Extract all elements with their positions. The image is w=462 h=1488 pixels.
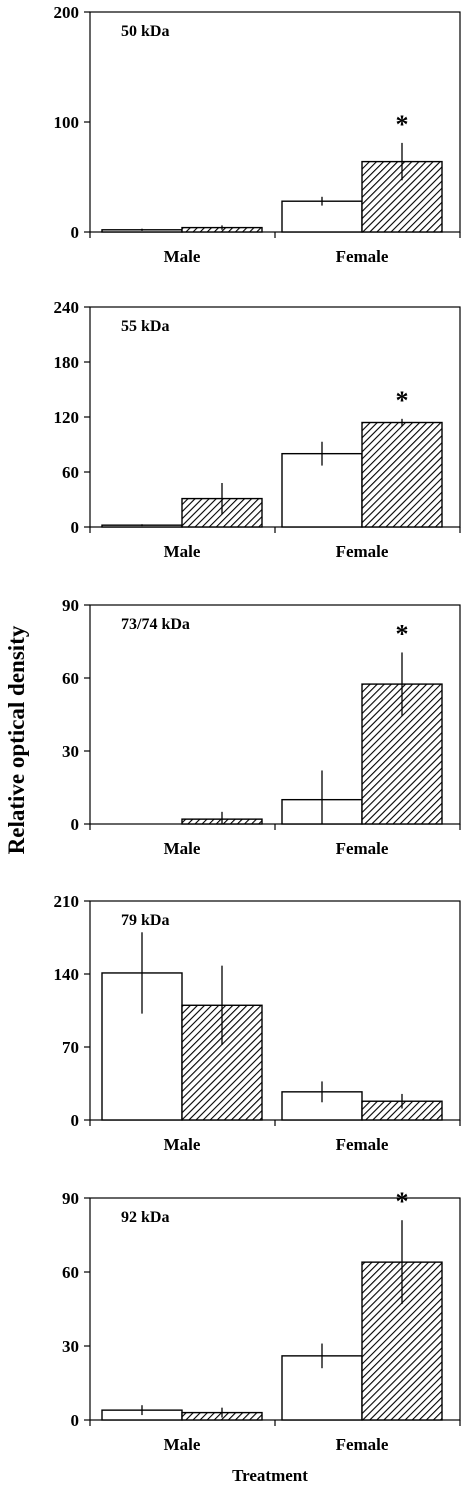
panel-2: 0 60 120 180 240 55 kDa Male * Female bbox=[54, 298, 461, 561]
category-label-female: Female bbox=[336, 839, 389, 858]
y-tick-label: 60 bbox=[62, 669, 79, 688]
y-tick-label: 30 bbox=[62, 1337, 79, 1356]
bar-female-open bbox=[281, 452, 363, 528]
y-tick-label: 100 bbox=[54, 113, 80, 132]
panel-label: 73/74 kDa bbox=[121, 616, 190, 633]
category-label-male: Male bbox=[164, 1435, 201, 1454]
y-tick-label: 30 bbox=[62, 742, 79, 761]
y-tick-label: 70 bbox=[62, 1038, 79, 1057]
significance-marker: * bbox=[396, 1187, 409, 1216]
category-label-female: Female bbox=[336, 1135, 389, 1154]
category-label-male: Male bbox=[164, 839, 201, 858]
y-axis-title: Relative optical density bbox=[4, 625, 29, 854]
panel-label: 55 kDa bbox=[121, 318, 169, 335]
y-tick-label: 240 bbox=[54, 298, 80, 317]
category-label-female: Female bbox=[336, 1435, 389, 1454]
y-tick-label: 200 bbox=[54, 3, 80, 22]
y-tick-label: 0 bbox=[71, 815, 80, 834]
y-tick-label: 120 bbox=[54, 408, 80, 427]
category-label-male: Male bbox=[164, 1135, 201, 1154]
y-tick-label: 60 bbox=[62, 463, 79, 482]
bar-female-open bbox=[281, 200, 363, 233]
panels: 0 100 200 50 kDa Male * Female 0 60 120 180 240 55 k… bbox=[54, 3, 461, 1454]
y-tick-label: 90 bbox=[62, 596, 79, 615]
y-tick-label: 90 bbox=[62, 1189, 79, 1208]
y-tick-label: 0 bbox=[71, 1111, 80, 1130]
category-label-male: Male bbox=[164, 542, 201, 561]
y-tick-label: 0 bbox=[71, 223, 80, 242]
category-label-male: Male bbox=[164, 247, 201, 266]
panel-label: 79 kDa bbox=[121, 912, 169, 929]
y-tick-label: 140 bbox=[54, 965, 80, 984]
panel-1: 0 100 200 50 kDa Male * Female bbox=[54, 3, 461, 266]
panel-4: 0 70 140 210 79 kDa Male Female bbox=[54, 892, 461, 1154]
panel-3: 0 30 60 90 73/74 kDa Male * Female bbox=[62, 596, 461, 858]
y-tick-label: 0 bbox=[71, 518, 80, 537]
y-tick-label: 210 bbox=[54, 892, 80, 911]
y-tick-label: 60 bbox=[62, 1263, 79, 1282]
significance-marker: * bbox=[396, 110, 409, 139]
panel-label: 50 kDa bbox=[121, 23, 169, 40]
y-tick-label: 180 bbox=[54, 353, 80, 372]
x-axis-title: Treatment bbox=[232, 1466, 308, 1485]
significance-marker: * bbox=[396, 386, 409, 415]
significance-marker: * bbox=[396, 619, 409, 648]
panel-label: 92 kDa bbox=[121, 1209, 169, 1226]
category-label-female: Female bbox=[336, 542, 389, 561]
y-tick-label: 0 bbox=[71, 1411, 80, 1430]
bar-female-hatched bbox=[361, 421, 443, 528]
panel-5: 0 30 60 90 92 kDa Male * Female bbox=[62, 1187, 461, 1454]
category-label-female: Female bbox=[336, 247, 389, 266]
